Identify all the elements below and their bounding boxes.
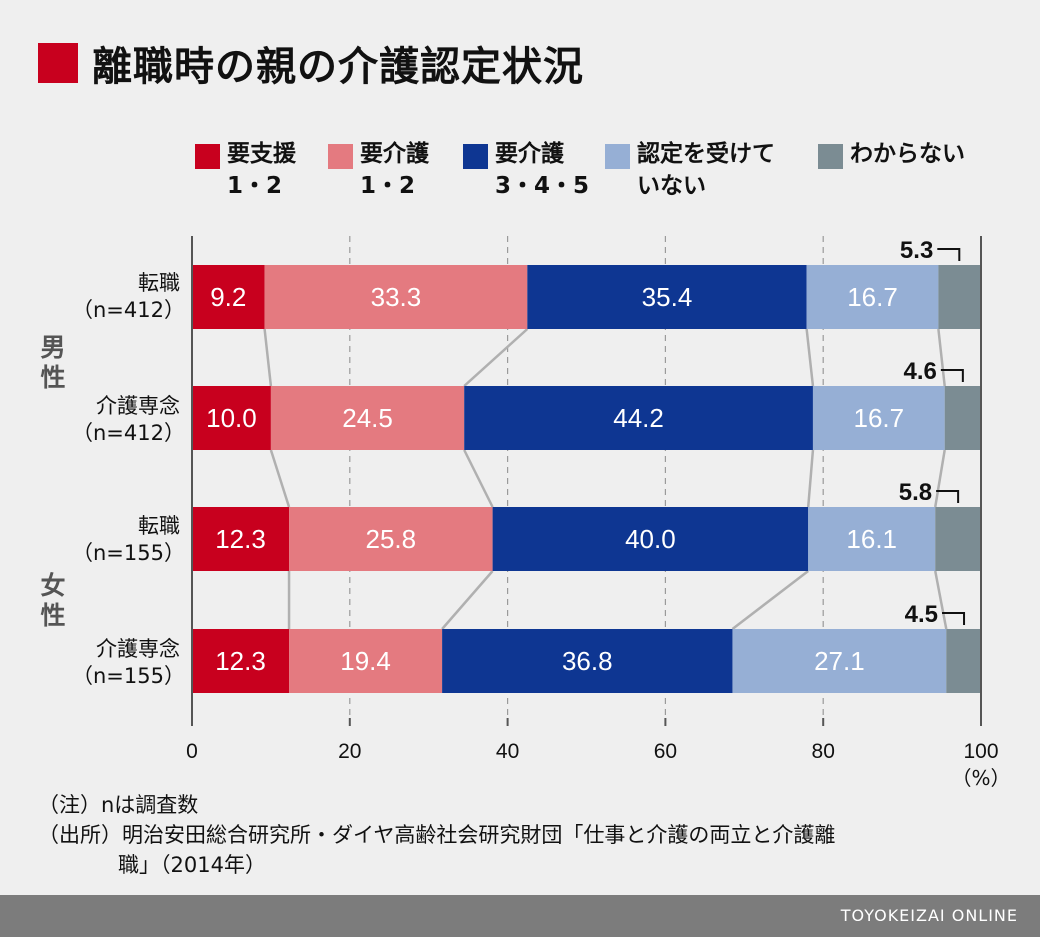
legend-label-line1: 要介護 bbox=[495, 141, 564, 167]
bar-segment bbox=[192, 507, 290, 571]
bar-value-label: 35.4 bbox=[642, 282, 693, 312]
legend-swatch bbox=[605, 144, 630, 169]
connector-line bbox=[269, 449, 291, 508]
bar-segment bbox=[464, 386, 813, 450]
title-text: 離職時の親の介護認定状況 bbox=[92, 44, 584, 90]
x-tick-label: 40 bbox=[496, 740, 519, 763]
bar-value-label: 9.2 bbox=[210, 282, 246, 312]
callout-leader bbox=[936, 490, 960, 503]
bar-segment bbox=[264, 265, 528, 329]
row-label: 介護専念 （n=412） bbox=[72, 394, 185, 445]
bar-segment bbox=[192, 629, 290, 693]
connector-line bbox=[934, 449, 946, 508]
bar-value-label: 4.5 bbox=[905, 601, 938, 628]
footer-bar: TOYOKEIZAI ONLINE bbox=[0, 895, 1040, 937]
legend-label-line1: わからない bbox=[850, 141, 965, 167]
legend-label-line2: 1・2 bbox=[360, 173, 416, 199]
x-tick-label: 20 bbox=[338, 740, 361, 763]
legend-item-not-certified: 認定を受けて いない bbox=[605, 138, 775, 202]
connector-line bbox=[263, 328, 273, 387]
bar-segment bbox=[492, 507, 809, 571]
x-tick-label: 60 bbox=[654, 740, 677, 763]
bar-value-label: 4.6 bbox=[903, 358, 936, 385]
bar-value-label: 12.3 bbox=[215, 524, 266, 554]
legend-label-line1: 認定を受けて bbox=[637, 141, 775, 167]
legend-item-support12: 要支援 1・2 bbox=[195, 138, 296, 202]
bar-segment bbox=[938, 265, 981, 329]
row-label: 介護専念 （n=155） bbox=[72, 637, 185, 688]
legend-label-line2: いない bbox=[637, 173, 706, 199]
bar-value-label: 5.8 bbox=[899, 479, 932, 506]
bar-value-label: 16.7 bbox=[847, 282, 898, 312]
callout-leader bbox=[937, 248, 961, 261]
bar-value-label: 40.0 bbox=[625, 524, 676, 554]
connector-line bbox=[463, 449, 494, 508]
bar-value-label: 5.3 bbox=[900, 237, 933, 264]
legend-item-unknown: わからない bbox=[818, 138, 965, 170]
connector-line bbox=[805, 328, 815, 387]
legend-label-line2: 1・2 bbox=[227, 173, 283, 199]
bar-segment bbox=[806, 265, 939, 329]
bar-segment bbox=[812, 386, 945, 450]
bar-value-label: 12.3 bbox=[215, 646, 266, 676]
bar-segment bbox=[732, 629, 947, 693]
bar-value-label: 10.0 bbox=[206, 403, 257, 433]
footer-credit: TOYOKEIZAI ONLINE bbox=[840, 906, 1018, 925]
bar-segment bbox=[289, 629, 443, 693]
bar-value-label: 36.8 bbox=[562, 646, 613, 676]
chart-title: 離職時の親の介護認定状況 bbox=[38, 38, 584, 90]
legend-item-care345: 要介護 3・4・5 bbox=[463, 138, 589, 202]
connector-line bbox=[441, 570, 494, 630]
note-source-cont: 職」（2014年） bbox=[118, 853, 266, 877]
bar-value-label: 19.4 bbox=[340, 646, 391, 676]
legend-swatch bbox=[328, 144, 353, 169]
legend-swatch bbox=[195, 144, 220, 169]
legend-label-line1: 要介護 bbox=[360, 141, 429, 167]
group-label-male: 男 性 bbox=[40, 333, 66, 392]
note-survey: （注）nは調査数 bbox=[38, 793, 199, 817]
group-label-female: 女 性 bbox=[40, 571, 66, 630]
x-tick-label: 0 bbox=[186, 740, 198, 763]
bar-segment bbox=[935, 507, 981, 571]
row-label: 転職 （n=412） bbox=[72, 271, 185, 322]
connector-line bbox=[934, 570, 948, 630]
bar-segment bbox=[944, 386, 981, 450]
legend-swatch bbox=[818, 144, 843, 169]
bar-value-label: 25.8 bbox=[366, 524, 417, 554]
title-marker bbox=[38, 43, 78, 83]
bar-segment bbox=[289, 507, 493, 571]
bar-value-label: 16.7 bbox=[854, 403, 905, 433]
bar-segment bbox=[270, 386, 465, 450]
bar-value-label: 27.1 bbox=[814, 646, 865, 676]
bar-segment bbox=[527, 265, 807, 329]
bar-segment bbox=[192, 265, 265, 329]
callout-leader bbox=[942, 612, 966, 625]
x-tick-label: 100 bbox=[963, 740, 998, 763]
connector-line bbox=[937, 328, 946, 387]
bar-segment bbox=[946, 629, 982, 693]
notes: （注）nは調査数 （出所）明治安田総合研究所・ダイヤ高齢社会研究財団「仕事と介護… bbox=[38, 790, 835, 880]
bar-value-label: 16.1 bbox=[846, 524, 897, 554]
legend-swatch bbox=[463, 144, 488, 169]
connector-line bbox=[463, 328, 529, 387]
bar-value-label: 24.5 bbox=[342, 403, 393, 433]
row-label: 転職 （n=155） bbox=[72, 514, 185, 565]
connector-line bbox=[731, 570, 809, 630]
connector-line bbox=[806, 449, 815, 508]
x-tick-label: 80 bbox=[812, 740, 835, 763]
legend-item-care12: 要介護 1・2 bbox=[328, 138, 429, 202]
callout-leader bbox=[940, 369, 964, 382]
stacked-bar-chart: 9.2 33.3 35.4 16.75.310.0 24.5 44.2 16.74.612.… bbox=[186, 236, 1011, 790]
x-axis-unit: （%） bbox=[951, 766, 1010, 790]
bar-segment bbox=[442, 629, 733, 693]
bar-value-label: 33.3 bbox=[371, 282, 422, 312]
note-source: （出所）明治安田総合研究所・ダイヤ高齢社会研究財団「仕事と介護の両立と介護離 bbox=[38, 823, 836, 847]
legend-label-line2: 3・4・5 bbox=[495, 173, 590, 199]
bar-segment bbox=[808, 507, 936, 571]
bar-segment bbox=[192, 386, 271, 450]
legend-label-line1: 要支援 bbox=[227, 141, 296, 167]
bar-value-label: 44.2 bbox=[613, 403, 664, 433]
